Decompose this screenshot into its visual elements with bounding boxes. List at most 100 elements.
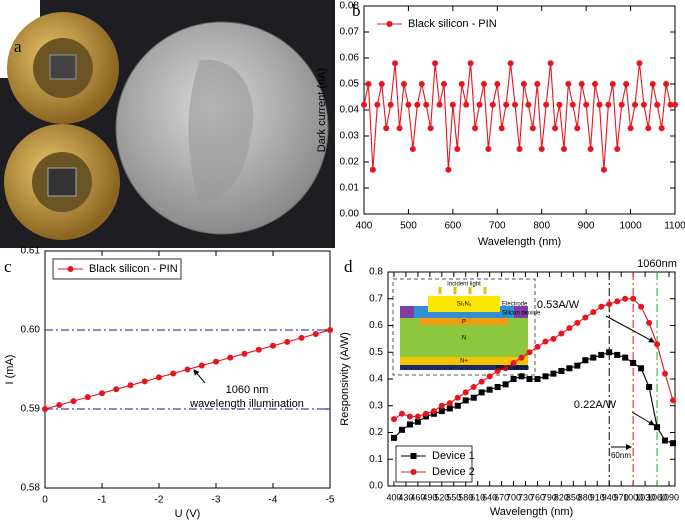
inset-label: Black silicon xyxy=(496,366,529,372)
inset-label: P xyxy=(462,320,466,326)
marker xyxy=(606,349,613,356)
x-tick-label: 700 xyxy=(506,492,521,502)
x-tick-label: 1060 xyxy=(647,492,667,502)
marker xyxy=(614,351,621,358)
x-tick-label: 1100 xyxy=(664,221,685,232)
marker xyxy=(156,374,162,381)
x-tick-label: 760 xyxy=(530,492,545,502)
annotation-arrows xyxy=(193,315,655,450)
marker xyxy=(445,166,452,173)
marker xyxy=(574,362,581,369)
marker xyxy=(654,341,661,348)
marker xyxy=(552,125,559,132)
marker xyxy=(361,101,367,108)
marker xyxy=(390,416,397,423)
marker xyxy=(398,410,405,417)
x-tick-label: 850 xyxy=(566,492,581,502)
legend-label: Device 2 xyxy=(432,466,475,478)
marker xyxy=(507,60,514,67)
marker xyxy=(558,330,565,337)
y-tick-label: 0.59 xyxy=(21,404,41,415)
marker xyxy=(427,125,434,132)
x-tick-label: 1090 xyxy=(659,492,679,502)
marker xyxy=(423,101,430,108)
marker xyxy=(512,101,519,108)
marker xyxy=(649,81,656,87)
marker xyxy=(569,101,576,108)
marker xyxy=(406,413,413,420)
marker xyxy=(472,125,479,132)
marker xyxy=(518,354,525,361)
marker xyxy=(378,81,385,87)
marker xyxy=(670,440,677,447)
x-tick-label: 670 xyxy=(494,492,509,502)
marker xyxy=(520,81,527,87)
marker xyxy=(476,101,483,108)
marker xyxy=(590,354,597,361)
marker xyxy=(485,146,492,152)
x-tick-label: 730 xyxy=(518,492,533,502)
marker xyxy=(590,309,597,316)
x-tick-label: 580 xyxy=(458,492,473,502)
x-tick-label: 520 xyxy=(434,492,449,502)
marker xyxy=(436,101,443,108)
marker xyxy=(478,378,485,385)
marker xyxy=(438,408,445,415)
marker xyxy=(582,357,589,364)
annotation: 60nm xyxy=(611,451,631,460)
marker xyxy=(284,338,291,345)
marker xyxy=(454,394,461,401)
x-tick-label: 550 xyxy=(446,492,461,502)
inset-label: Incident light xyxy=(447,282,481,288)
marker xyxy=(486,386,493,393)
marker xyxy=(667,101,674,108)
marker xyxy=(184,366,191,373)
y-tick-label: 0.6 xyxy=(369,320,383,331)
marker xyxy=(396,125,403,132)
marker xyxy=(502,381,509,388)
marker xyxy=(526,349,533,356)
x-tick-label: 400 xyxy=(386,492,401,502)
reference-label: 1060nm xyxy=(637,258,677,270)
x-tick-label: -4 xyxy=(269,495,278,506)
marker xyxy=(534,343,541,350)
y-tick-label: 0.60 xyxy=(21,325,41,336)
marker xyxy=(503,101,510,108)
marker xyxy=(400,81,407,87)
series-line xyxy=(363,63,675,170)
marker xyxy=(627,125,634,132)
y-tick-label: 0.8 xyxy=(369,267,383,278)
x-tick-label: 0 xyxy=(42,495,48,506)
y-axis-label: Responsivity (A/W) xyxy=(339,332,351,426)
legend-marker xyxy=(410,453,417,459)
marker xyxy=(414,418,421,425)
marker xyxy=(654,101,661,108)
marker xyxy=(414,101,421,108)
y-tick-label: 0.0 xyxy=(369,481,383,492)
marker xyxy=(670,397,677,404)
marker xyxy=(566,365,573,372)
x-tick-label: -5 xyxy=(326,495,335,506)
marker xyxy=(198,362,205,369)
marker xyxy=(42,406,48,412)
x-tick-label: 790 xyxy=(542,492,557,502)
marker xyxy=(542,373,549,380)
marker xyxy=(663,81,670,87)
x-tick-label: 610 xyxy=(470,492,485,502)
marker xyxy=(470,394,477,401)
marker xyxy=(387,101,394,108)
annotation: 0.22A/W xyxy=(574,399,617,411)
marker xyxy=(141,378,148,385)
marker xyxy=(298,334,305,341)
marker xyxy=(406,421,413,428)
marker xyxy=(658,125,665,132)
legend-label: Black silicon - PIN xyxy=(89,263,178,275)
marker xyxy=(596,101,603,108)
x-axis-label: U (V) xyxy=(175,508,201,520)
marker xyxy=(526,376,533,382)
marker xyxy=(502,365,509,372)
marker xyxy=(398,426,405,433)
marker xyxy=(446,400,453,407)
plot-frame xyxy=(44,250,331,489)
